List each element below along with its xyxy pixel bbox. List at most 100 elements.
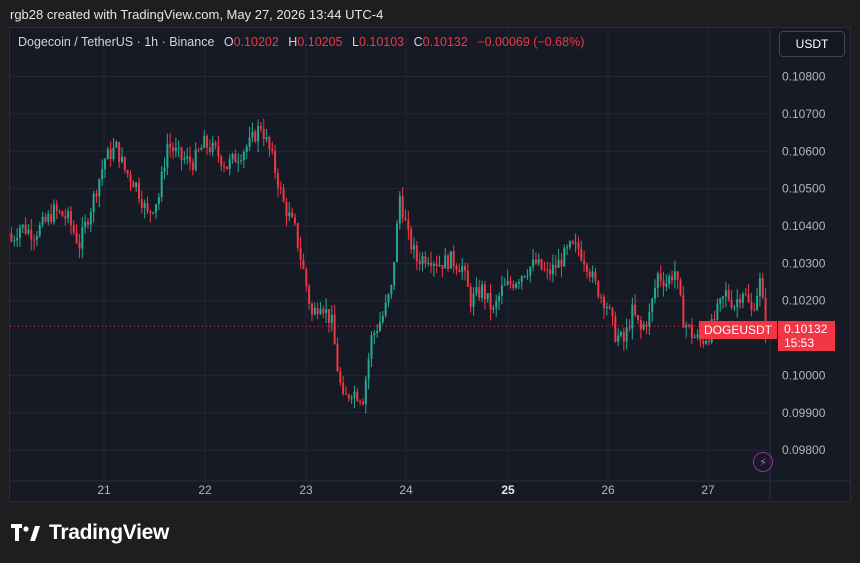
candle <box>30 218 33 251</box>
candle <box>203 130 206 149</box>
candle <box>483 281 486 310</box>
candle <box>160 165 163 202</box>
currency-button[interactable]: USDT <box>779 31 845 57</box>
candle <box>537 253 540 267</box>
candle-body <box>588 271 591 278</box>
candle <box>588 268 591 283</box>
candle <box>41 211 44 228</box>
candle-body <box>27 229 30 234</box>
candle <box>95 189 98 203</box>
candle-body <box>466 270 469 287</box>
candle-body <box>381 315 384 322</box>
candle <box>313 302 316 316</box>
candle-body <box>557 259 560 268</box>
price-axis: 0.10800 0.10700 0.10600 0.10500 0.10400 0.103… <box>769 28 826 500</box>
candle-body <box>24 224 27 234</box>
candle-body <box>639 320 642 330</box>
y-tick-label: 0.10500 <box>782 182 826 196</box>
candle <box>81 217 84 259</box>
candle-body <box>364 379 367 405</box>
candle-body <box>458 269 461 273</box>
candle <box>33 234 36 251</box>
candle <box>342 375 345 396</box>
candle-body <box>580 248 583 261</box>
candle <box>52 199 55 225</box>
candle <box>600 293 603 304</box>
candle <box>112 137 115 162</box>
candle-body <box>47 213 50 222</box>
candle <box>441 264 444 277</box>
candle <box>628 319 631 332</box>
lightning-icon[interactable]: ⚡ <box>753 452 773 472</box>
candle <box>645 321 648 334</box>
candle <box>549 262 552 281</box>
candle-body <box>447 255 450 269</box>
candle-body <box>166 143 169 168</box>
candle-body <box>733 306 736 308</box>
candle-body <box>347 394 350 399</box>
candle-body <box>602 296 605 309</box>
candle-body <box>739 299 742 303</box>
candle-body <box>605 306 608 309</box>
candle <box>38 221 41 238</box>
candle-body <box>359 400 362 402</box>
candle-body <box>95 193 98 197</box>
candle-body <box>310 303 313 315</box>
candle <box>560 252 563 278</box>
candle-body <box>483 284 486 300</box>
candle-body <box>240 160 243 162</box>
candle-body <box>322 309 325 314</box>
candle-body <box>741 293 744 303</box>
candle-body <box>259 126 262 129</box>
candle <box>106 146 109 160</box>
low-label: L <box>352 35 359 49</box>
candle <box>520 275 523 290</box>
candle <box>370 331 373 367</box>
candle-body <box>656 273 659 289</box>
chart-frame <box>9 27 851 502</box>
close-label: C <box>413 35 423 49</box>
candle-body <box>262 128 265 140</box>
candle <box>580 240 583 262</box>
candle-body <box>472 293 475 307</box>
candle-body <box>574 242 577 244</box>
candle <box>747 283 750 304</box>
candle-body <box>696 334 699 338</box>
candle-body <box>140 198 143 209</box>
candle-body <box>231 153 234 160</box>
candle <box>398 191 401 230</box>
candle <box>707 338 710 346</box>
candle-body <box>214 142 217 146</box>
candle-body <box>549 269 552 275</box>
candle <box>566 244 569 256</box>
candle <box>509 275 512 289</box>
candle <box>744 287 747 297</box>
candle-body <box>506 280 509 285</box>
candle <box>120 147 123 164</box>
candle-body <box>713 319 716 321</box>
x-tick-label: 21 <box>97 483 111 497</box>
candle-body <box>58 210 61 212</box>
candle-body <box>313 307 316 315</box>
candle-body <box>410 229 413 250</box>
candle-body <box>112 147 115 159</box>
candle-body <box>438 265 441 267</box>
candle <box>733 304 736 312</box>
candle-body <box>370 335 373 359</box>
candle-body <box>455 266 458 270</box>
low-value: 0.10103 <box>358 35 405 49</box>
candle-body <box>268 137 271 149</box>
candle <box>563 244 566 268</box>
candle <box>461 258 464 280</box>
candle-body <box>180 147 183 160</box>
y-tick-label: 0.09800 <box>782 443 826 457</box>
candle-body <box>693 337 696 339</box>
candle-body <box>736 299 739 307</box>
candle <box>86 218 89 229</box>
candle <box>206 134 209 155</box>
candle <box>384 294 387 318</box>
candle-body <box>81 227 84 249</box>
candle-body <box>747 294 750 303</box>
candle-body <box>115 141 118 148</box>
